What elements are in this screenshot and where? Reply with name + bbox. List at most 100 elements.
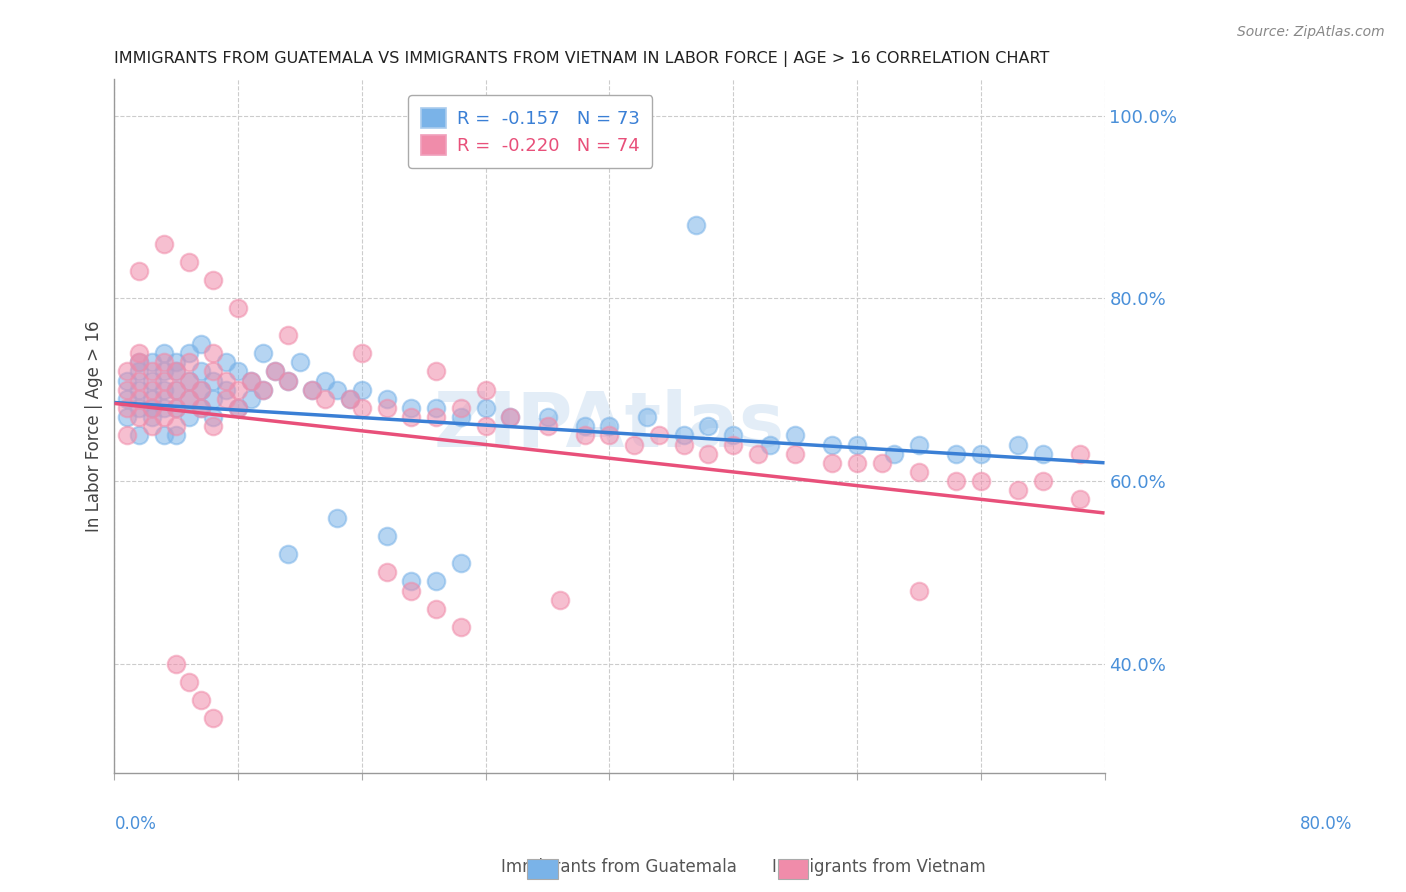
Point: [425, 602, 447, 616]
Text: IMMIGRANTS FROM GUATEMALA VS IMMIGRANTS FROM VIETNAM IN LABOR FORCE | AGE > 16 C: IMMIGRANTS FROM GUATEMALA VS IMMIGRANTS …: [114, 51, 1050, 67]
Point: [128, 374, 150, 388]
Point: [350, 346, 373, 360]
Point: [401, 574, 423, 589]
Point: [190, 364, 212, 378]
Point: [153, 401, 176, 415]
Point: [190, 401, 212, 415]
Point: [153, 428, 176, 442]
Point: [153, 236, 176, 251]
Point: [141, 383, 163, 397]
Point: [425, 410, 447, 425]
Point: [474, 419, 496, 434]
Point: [350, 383, 373, 397]
Point: [226, 301, 249, 315]
Point: [239, 374, 262, 388]
Point: [598, 419, 620, 434]
Point: [375, 392, 398, 406]
Point: [128, 383, 150, 397]
Point: [153, 364, 176, 378]
Point: [401, 410, 423, 425]
Point: [648, 428, 671, 442]
Point: [165, 364, 187, 378]
Point: [264, 364, 287, 378]
Point: [970, 474, 993, 488]
Point: [672, 428, 695, 442]
Point: [1069, 492, 1091, 507]
Point: [202, 419, 225, 434]
Point: [326, 383, 349, 397]
Point: [1007, 483, 1029, 498]
Point: [215, 383, 238, 397]
Point: [177, 255, 200, 269]
Point: [598, 428, 620, 442]
Point: [202, 273, 225, 287]
Point: [115, 364, 138, 378]
Point: [277, 374, 299, 388]
Point: [314, 392, 336, 406]
Point: [177, 392, 200, 406]
Point: [165, 401, 187, 415]
Point: [165, 428, 187, 442]
Point: [672, 437, 695, 451]
Text: Source: ZipAtlas.com: Source: ZipAtlas.com: [1237, 25, 1385, 39]
Point: [870, 456, 893, 470]
Text: ZIPAtlas: ZIPAtlas: [434, 389, 785, 463]
Point: [326, 510, 349, 524]
Point: [141, 374, 163, 388]
Point: [759, 437, 782, 451]
Point: [128, 401, 150, 415]
Point: [177, 392, 200, 406]
Point: [141, 410, 163, 425]
Point: [215, 355, 238, 369]
Point: [785, 428, 807, 442]
Point: [747, 447, 769, 461]
Point: [215, 392, 238, 406]
Point: [1007, 437, 1029, 451]
Point: [141, 419, 163, 434]
Point: [301, 383, 323, 397]
Point: [128, 428, 150, 442]
Point: [499, 410, 522, 425]
Point: [190, 337, 212, 351]
Point: [821, 456, 844, 470]
Point: [128, 346, 150, 360]
Point: [115, 428, 138, 442]
Point: [785, 447, 807, 461]
Point: [908, 583, 931, 598]
Point: [375, 401, 398, 415]
Point: [202, 711, 225, 725]
Point: [548, 592, 571, 607]
Point: [970, 447, 993, 461]
Point: [115, 410, 138, 425]
Point: [202, 392, 225, 406]
Point: [425, 401, 447, 415]
Point: [153, 383, 176, 397]
Point: [165, 355, 187, 369]
Point: [177, 410, 200, 425]
Point: [153, 355, 176, 369]
Point: [450, 401, 472, 415]
Point: [450, 556, 472, 570]
Point: [350, 401, 373, 415]
Point: [908, 465, 931, 479]
Point: [821, 437, 844, 451]
Point: [202, 410, 225, 425]
Point: [202, 364, 225, 378]
Point: [252, 346, 274, 360]
Point: [474, 401, 496, 415]
Point: [190, 383, 212, 397]
Point: [177, 346, 200, 360]
Text: 0.0%: 0.0%: [114, 814, 156, 833]
Point: [264, 364, 287, 378]
Point: [128, 410, 150, 425]
Point: [141, 355, 163, 369]
Point: [623, 437, 645, 451]
Point: [846, 456, 869, 470]
Point: [153, 346, 176, 360]
Point: [474, 383, 496, 397]
Point: [723, 428, 745, 442]
Point: [177, 374, 200, 388]
Point: [1069, 447, 1091, 461]
Point: [215, 374, 238, 388]
Point: [450, 410, 472, 425]
